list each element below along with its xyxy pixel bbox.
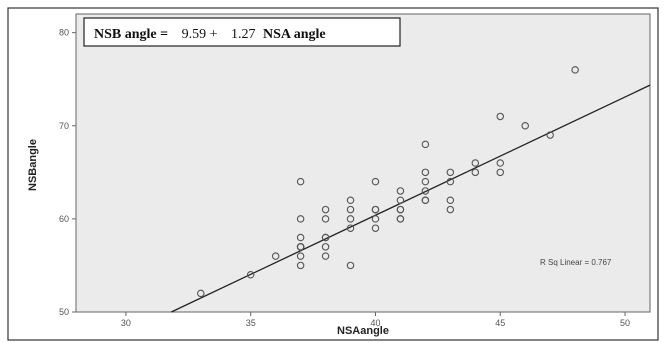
data-point bbox=[396, 215, 405, 223]
equation-box bbox=[83, 17, 401, 47]
data-point bbox=[321, 233, 330, 242]
data-point bbox=[346, 205, 355, 214]
y-tick-label: 60 bbox=[59, 214, 69, 224]
data-point bbox=[371, 215, 380, 223]
data-point bbox=[496, 112, 505, 121]
equation-prefix: NSB angle = bbox=[94, 27, 168, 42]
data-point bbox=[197, 289, 205, 298]
data-point bbox=[321, 243, 330, 251]
data-point bbox=[471, 168, 480, 177]
data-point bbox=[296, 233, 305, 242]
data-point bbox=[446, 196, 455, 205]
y-tick-label: 80 bbox=[59, 28, 69, 38]
data-point bbox=[296, 177, 305, 186]
data-point bbox=[396, 187, 405, 195]
x-tick-label: 35 bbox=[246, 318, 256, 328]
data-point bbox=[346, 261, 355, 270]
y-tick-label: 70 bbox=[59, 121, 69, 131]
data-point bbox=[546, 131, 554, 139]
plot-area bbox=[75, 13, 651, 313]
data-point bbox=[471, 159, 480, 167]
x-axis-title: NSAangle bbox=[337, 325, 389, 337]
data-point bbox=[346, 224, 355, 232]
data-point bbox=[396, 205, 405, 214]
data-point bbox=[571, 66, 579, 74]
r-squared-label: R Sq Linear = 0.767 bbox=[540, 258, 612, 267]
x-tick-label: 40 bbox=[370, 318, 380, 328]
data-point bbox=[246, 270, 255, 279]
equation-suffix: NSA angle bbox=[263, 27, 326, 42]
data-point bbox=[321, 215, 330, 223]
data-points bbox=[197, 66, 579, 298]
data-point bbox=[421, 177, 430, 186]
data-point bbox=[421, 187, 430, 195]
data-point bbox=[421, 140, 430, 149]
data-point bbox=[396, 196, 405, 205]
y-axis-title: NSBangle bbox=[27, 139, 39, 191]
data-point bbox=[296, 215, 305, 223]
data-point bbox=[346, 215, 355, 223]
equation-intercept: 9.59 bbox=[182, 27, 207, 42]
x-tick-label: 45 bbox=[495, 318, 505, 328]
data-point bbox=[296, 261, 305, 270]
data-point bbox=[446, 177, 455, 186]
data-point bbox=[446, 168, 455, 177]
data-point bbox=[296, 252, 305, 260]
data-point bbox=[346, 196, 355, 205]
data-point bbox=[496, 159, 505, 167]
data-point bbox=[321, 252, 330, 260]
data-point bbox=[421, 168, 430, 177]
data-point bbox=[521, 122, 529, 130]
x-tick-label: 30 bbox=[121, 318, 131, 328]
equation-slope: 1.27 bbox=[231, 27, 256, 42]
data-point bbox=[496, 168, 505, 177]
regression-equation: NSB angle = 9.59 + 1.27 NSA angle bbox=[94, 27, 326, 42]
regression-line bbox=[171, 84, 651, 313]
data-point bbox=[271, 252, 280, 260]
fit-line-layer bbox=[171, 84, 651, 313]
data-point bbox=[446, 205, 455, 214]
data-point bbox=[421, 196, 430, 205]
data-point bbox=[371, 224, 380, 232]
data-point bbox=[321, 205, 330, 214]
data-point bbox=[371, 205, 380, 214]
x-tick-label: 50 bbox=[620, 318, 630, 328]
equation-plus: + bbox=[210, 27, 218, 42]
data-point bbox=[371, 177, 380, 186]
data-point bbox=[296, 243, 305, 251]
axes: 30 35 40 45 50 50 60 70 80 bbox=[59, 28, 630, 328]
y-tick-label: 50 bbox=[59, 307, 69, 317]
